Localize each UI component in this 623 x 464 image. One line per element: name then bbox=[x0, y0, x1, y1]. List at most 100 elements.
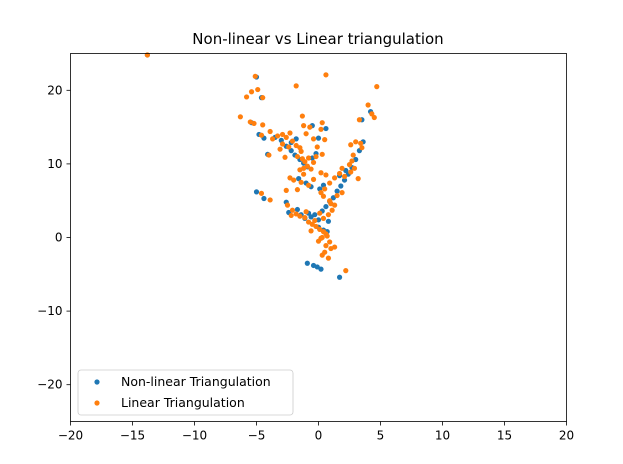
data-point bbox=[332, 175, 338, 181]
data-point bbox=[283, 187, 289, 193]
data-point bbox=[315, 135, 322, 141]
data-point bbox=[293, 83, 299, 89]
data-point bbox=[327, 239, 333, 245]
x-tick-label: 5 bbox=[377, 429, 385, 443]
chart-title: Non-linear vs Linear triangulation bbox=[192, 30, 443, 48]
data-point bbox=[312, 217, 318, 224]
data-point bbox=[303, 131, 309, 137]
data-point bbox=[343, 268, 349, 274]
data-point bbox=[341, 177, 348, 183]
data-point bbox=[267, 197, 273, 203]
data-point bbox=[255, 86, 261, 93]
data-point bbox=[291, 177, 297, 183]
data-point bbox=[319, 120, 325, 126]
y-tick-label: −20 bbox=[37, 378, 62, 392]
data-point bbox=[323, 243, 329, 249]
data-point bbox=[305, 155, 312, 161]
series-0 bbox=[144, 52, 374, 280]
data-point bbox=[318, 190, 324, 196]
data-point bbox=[349, 158, 355, 164]
data-point bbox=[323, 172, 329, 178]
data-point bbox=[348, 142, 354, 148]
data-point bbox=[289, 138, 296, 144]
data-point bbox=[325, 255, 332, 261]
data-point bbox=[332, 244, 338, 250]
data-point bbox=[323, 125, 329, 132]
data-point bbox=[348, 169, 354, 175]
data-point bbox=[282, 154, 288, 160]
data-point bbox=[258, 190, 265, 196]
data-point bbox=[322, 186, 328, 192]
data-point bbox=[315, 238, 322, 244]
data-point bbox=[298, 148, 304, 154]
data-point bbox=[371, 114, 377, 121]
data-point bbox=[318, 126, 324, 132]
data-point bbox=[351, 165, 358, 171]
data-point bbox=[346, 162, 353, 168]
data-point bbox=[258, 132, 265, 138]
data-point bbox=[289, 207, 296, 213]
data-point bbox=[359, 145, 365, 151]
x-tick-label: 15 bbox=[497, 429, 512, 443]
x-axis: −20 −15 −10 −5 0 5 10 15 20 bbox=[58, 421, 574, 443]
data-point bbox=[314, 144, 320, 150]
data-point bbox=[294, 153, 301, 160]
data-point bbox=[270, 136, 276, 142]
data-point bbox=[308, 228, 314, 234]
data-point bbox=[302, 159, 308, 165]
data-point bbox=[261, 195, 267, 202]
series-1 bbox=[144, 52, 380, 274]
data-point bbox=[365, 102, 371, 108]
data-point bbox=[310, 136, 317, 142]
data-point bbox=[252, 73, 258, 79]
data-point bbox=[303, 209, 309, 215]
data-point bbox=[301, 123, 307, 129]
data-point bbox=[322, 137, 328, 143]
data-point bbox=[260, 95, 266, 101]
data-point bbox=[267, 128, 273, 135]
data-point bbox=[334, 192, 340, 199]
data-point bbox=[325, 218, 332, 224]
data-point bbox=[356, 117, 363, 123]
data-point bbox=[325, 212, 332, 218]
data-point bbox=[329, 207, 335, 213]
data-point bbox=[308, 166, 314, 172]
y-axis: −20 −10 0 10 20 bbox=[37, 83, 71, 392]
data-point bbox=[339, 190, 345, 196]
data-point bbox=[334, 188, 340, 194]
data-point bbox=[323, 72, 329, 78]
data-point bbox=[299, 113, 305, 119]
legend-box bbox=[77, 369, 294, 416]
legend: Non-linear Triangulation Linear Triangul… bbox=[77, 369, 294, 416]
data-point bbox=[328, 201, 334, 207]
data-point bbox=[266, 152, 272, 158]
data-point bbox=[243, 94, 250, 100]
data-point bbox=[319, 252, 325, 258]
data-point bbox=[336, 274, 343, 280]
data-point bbox=[350, 152, 356, 158]
data-point bbox=[313, 153, 319, 160]
data-point bbox=[358, 140, 364, 146]
data-point bbox=[310, 159, 317, 166]
data-point bbox=[298, 179, 304, 185]
legend-label-linear: Linear Triangulation bbox=[121, 395, 245, 410]
data-point bbox=[319, 151, 325, 157]
data-point bbox=[286, 144, 292, 150]
data-point bbox=[313, 223, 319, 230]
data-point bbox=[312, 212, 318, 218]
data-point bbox=[353, 139, 359, 145]
data-point bbox=[310, 176, 317, 182]
data-point bbox=[339, 165, 345, 171]
data-point bbox=[319, 234, 325, 241]
data-point bbox=[253, 189, 260, 195]
data-point bbox=[318, 170, 324, 176]
data-point bbox=[341, 173, 348, 180]
data-point bbox=[301, 171, 307, 177]
data-point bbox=[355, 176, 361, 182]
legend-marker-linear bbox=[94, 400, 100, 406]
data-point bbox=[284, 202, 291, 208]
data-point bbox=[294, 206, 301, 213]
data-point bbox=[274, 133, 281, 139]
data-point bbox=[288, 212, 294, 219]
